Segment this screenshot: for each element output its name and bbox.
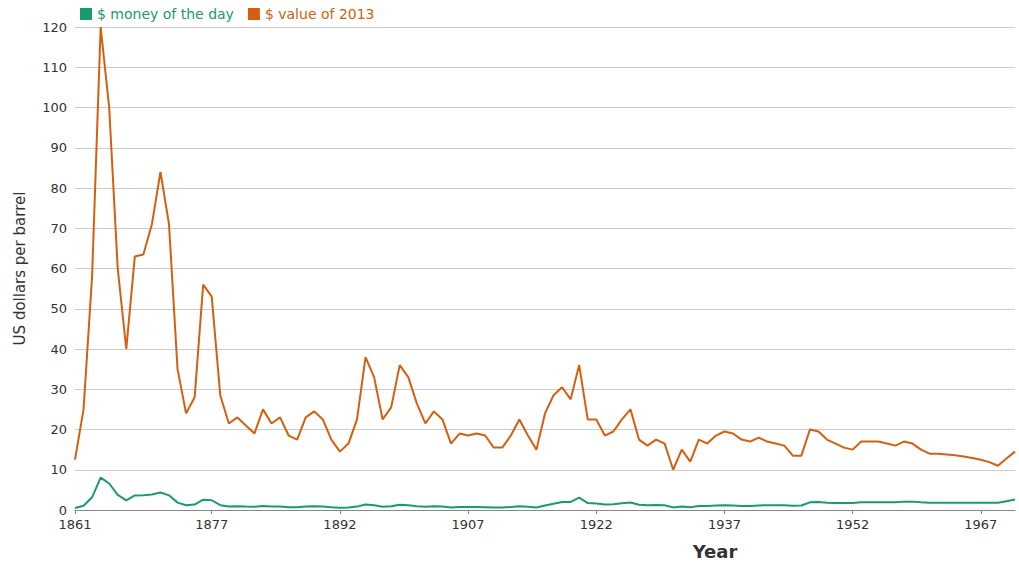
svg-text:10: 10 — [50, 462, 67, 477]
svg-text:Year: Year — [692, 541, 738, 562]
svg-text:1922: 1922 — [580, 517, 613, 532]
svg-text:1892: 1892 — [323, 517, 356, 532]
svg-text:1861: 1861 — [58, 517, 91, 532]
svg-text:40: 40 — [50, 342, 67, 357]
svg-text:$ value of 2013: $ value of 2013 — [265, 6, 375, 22]
svg-text:110: 110 — [42, 60, 67, 75]
svg-text:20: 20 — [50, 422, 67, 437]
svg-text:1937: 1937 — [708, 517, 741, 532]
svg-text:100: 100 — [42, 100, 67, 115]
svg-text:1907: 1907 — [452, 517, 485, 532]
svg-text:70: 70 — [50, 221, 67, 236]
svg-text:90: 90 — [50, 140, 67, 155]
svg-text:US dollars per barrel: US dollars per barrel — [11, 192, 29, 346]
svg-text:80: 80 — [50, 181, 67, 196]
svg-text:1967: 1967 — [964, 517, 997, 532]
svg-text:1952: 1952 — [836, 517, 869, 532]
svg-text:30: 30 — [50, 382, 67, 397]
svg-text:120: 120 — [42, 20, 67, 35]
svg-text:$ money of the day: $ money of the day — [97, 6, 234, 22]
svg-text:60: 60 — [50, 261, 67, 276]
svg-text:0: 0 — [59, 503, 67, 518]
svg-text:1877: 1877 — [195, 517, 228, 532]
svg-text:50: 50 — [50, 301, 67, 316]
